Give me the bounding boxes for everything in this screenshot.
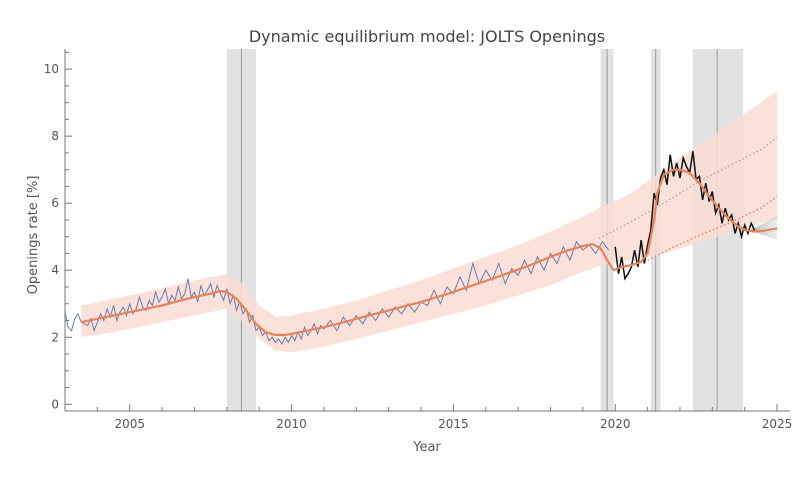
chart-title: Dynamic equilibrium model: JOLTS Opening… <box>249 27 605 46</box>
x-tick-label-2010: 2010 <box>276 417 307 431</box>
forecast-fan-path-12 <box>751 217 778 231</box>
y-tick-label-8: 8 <box>51 129 59 143</box>
confidence-band <box>81 90 778 353</box>
y-axis-title: Openings rate [%] <box>26 176 41 295</box>
x-axis-title: Year <box>412 440 441 455</box>
axes-layer: 2005 2010 2015 2020 2025 0 2 4 6 8 10 <box>44 49 792 431</box>
forecast-fan-path-11 <box>751 219 778 231</box>
forecast-fan-path-13 <box>750 216 778 231</box>
x-tick-label-2025: 2025 <box>762 417 792 431</box>
trend-dotted-upper-line <box>598 137 778 240</box>
trend-lines-layer <box>598 137 778 261</box>
x-tick-label-2020: 2020 <box>600 417 631 431</box>
forecast-fan-path-10 <box>751 221 778 231</box>
y-tick-label-6: 6 <box>51 196 59 210</box>
x-tick-label-2015: 2015 <box>438 417 469 431</box>
y-tick-label-0: 0 <box>51 397 59 411</box>
forecast-fan-path-8 <box>751 225 778 231</box>
confidence-band-layer <box>81 90 778 353</box>
y-tick-label-2: 2 <box>51 330 59 344</box>
x-tick-label-2005: 2005 <box>114 417 145 431</box>
model-series-layer <box>80 168 778 336</box>
y-tick-label-4: 4 <box>51 263 59 277</box>
model-series-line <box>80 168 778 336</box>
forecast-fan-path-9 <box>751 223 778 231</box>
trend-dotted-lower-line <box>647 195 778 261</box>
y-tick-label-10: 10 <box>44 62 59 76</box>
